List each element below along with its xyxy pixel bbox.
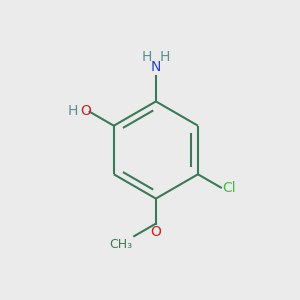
Text: O: O [80,104,91,118]
Text: N: N [151,60,161,74]
Text: H: H [141,50,152,64]
Text: Cl: Cl [222,181,236,194]
Text: H: H [160,50,170,64]
Text: H: H [68,104,78,118]
Text: CH₃: CH₃ [110,238,133,250]
Text: O: O [151,225,161,239]
